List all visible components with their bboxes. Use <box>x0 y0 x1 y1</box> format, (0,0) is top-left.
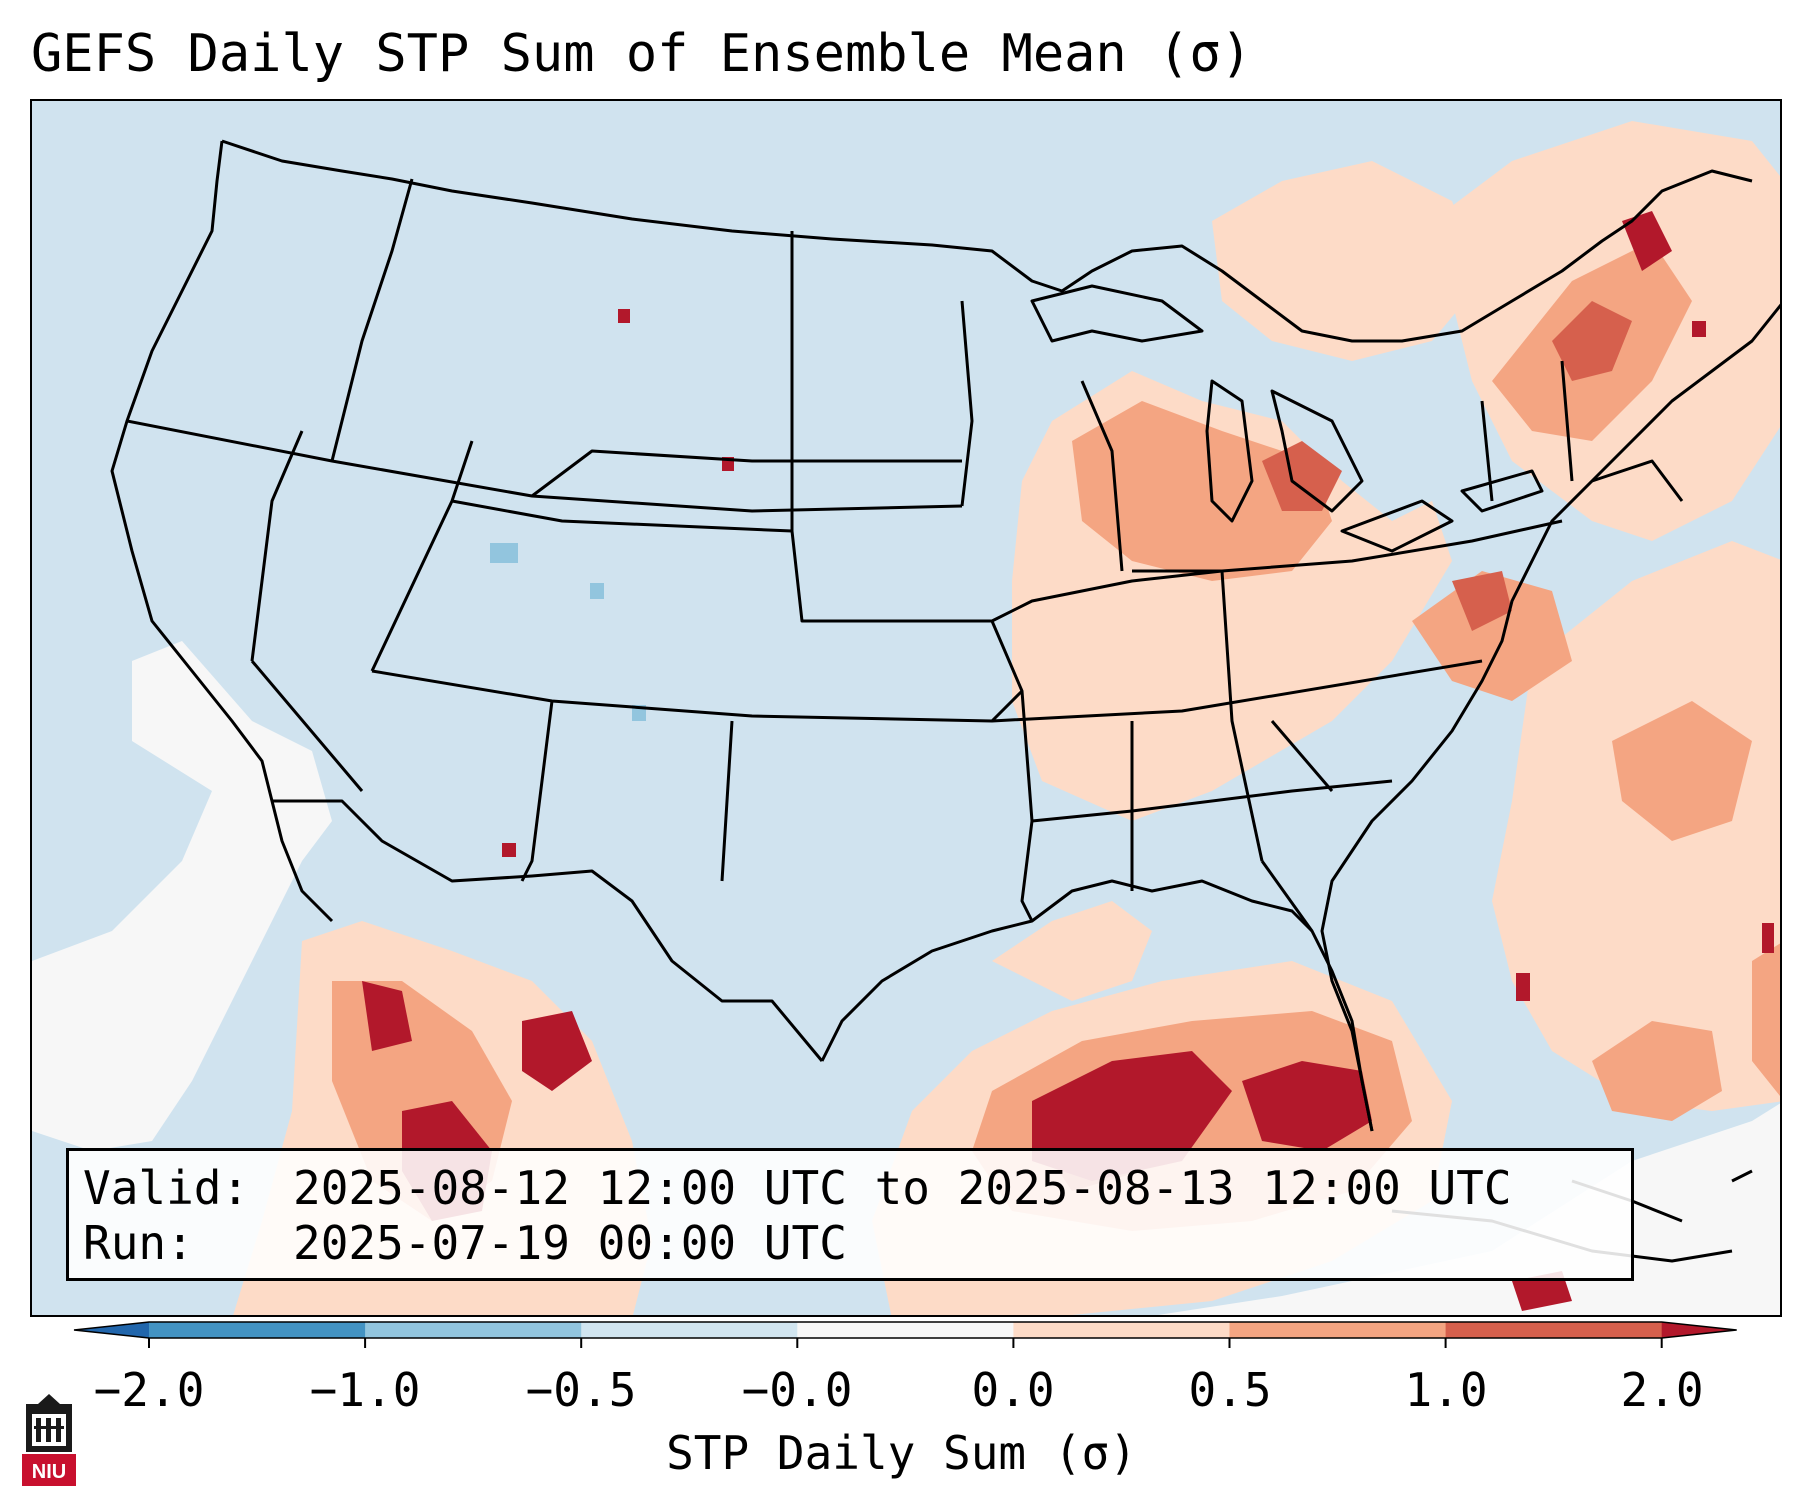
run-value: 2025-07-19 00:00 UTC <box>293 1216 847 1270</box>
colorbar-extend-min <box>74 1322 149 1338</box>
map-panel <box>30 99 1782 1317</box>
colorbar-bin <box>797 1322 1014 1338</box>
colorbar-extend-max <box>1661 1322 1737 1338</box>
colorbar-tick-label: −2.0 <box>93 1363 205 1417</box>
colorbar-bin <box>1013 1322 1230 1338</box>
colorbar-bin <box>1445 1322 1663 1338</box>
colorbar-segments <box>73 1321 1737 1339</box>
colorbar-tick-label: −0.0 <box>741 1363 853 1417</box>
colorbar-tick-label: −1.0 <box>309 1363 421 1417</box>
colorbar-bin <box>365 1322 582 1338</box>
colorbar-tick-marks <box>148 1338 1663 1348</box>
colorbar-bin <box>1229 1322 1447 1338</box>
colorbar-tick-label: 1.0 <box>1404 1363 1488 1417</box>
colorbar-tick-label: 0.5 <box>1188 1363 1272 1417</box>
logo-text: NIU <box>32 1461 66 1483</box>
colorbar-bin <box>149 1322 366 1338</box>
niu-logo-icon: NIU <box>22 1394 76 1486</box>
map-svg <box>32 121 1780 1315</box>
weak-negative-anomaly-area <box>490 543 646 721</box>
valid-label: Valid: <box>83 1161 250 1215</box>
colorbar-tick-label: −0.5 <box>525 1363 637 1417</box>
colorbar-tick-label: 0.0 <box>971 1363 1055 1417</box>
colorbar-tick-label: 2.0 <box>1620 1363 1704 1417</box>
run-label: Run: <box>83 1216 194 1270</box>
colorbar-bin <box>581 1322 798 1338</box>
colorbar-title: STP Daily Sum (σ) <box>666 1426 1137 1480</box>
chart-title: GEFS Daily STP Sum of Ensemble Mean (σ) <box>31 24 1252 84</box>
valid-run-info-box: Valid: 2025-08-12 12:00 UTC to 2025-08-13… <box>66 1148 1634 1281</box>
colorbar-outline <box>73 1321 1737 1339</box>
valid-value: 2025-08-12 12:00 UTC to 2025-08-13 12:00… <box>293 1161 1512 1215</box>
